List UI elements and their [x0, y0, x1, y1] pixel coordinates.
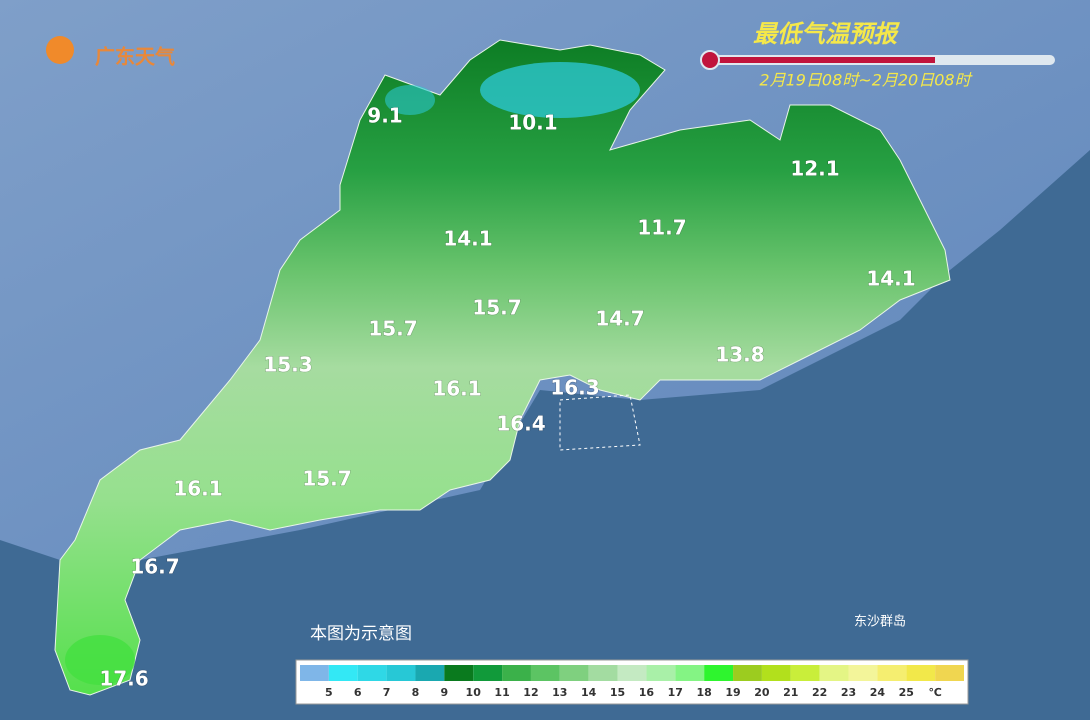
- temperature-label: 11.7: [637, 216, 686, 240]
- legend-swatch: [559, 665, 589, 681]
- temperature-label: 12.1: [790, 157, 839, 181]
- legend-swatch: [877, 665, 907, 681]
- legend-swatch: [646, 665, 676, 681]
- thermometer-bulb: [700, 50, 720, 70]
- legend: 5 6 7 8 9 10 11 12 13 14 15 16 17 18 19 20 21 22 23 24 25 ℃: [300, 665, 964, 699]
- temperature-labels: 9.1 10.1 12.1 14.1 11.7 14.1 15.7 14.7 15.7 15.3 1…: [99, 103, 916, 691]
- island-label: 东沙群岛: [854, 614, 906, 630]
- legend-swatch: [848, 665, 878, 681]
- legend-label: 11: [494, 686, 509, 699]
- temperature-label: 15.7: [472, 296, 521, 320]
- legend-swatch: [675, 665, 705, 681]
- legend-label: 21: [783, 686, 798, 699]
- legend-label: 6: [354, 686, 362, 699]
- temperature-label: 14.1: [443, 227, 492, 251]
- legend-label: 14: [581, 686, 597, 699]
- legend-swatch: [357, 665, 387, 681]
- legend-label: 22: [812, 686, 827, 699]
- legend-swatch: [502, 665, 531, 681]
- legend-label: 18: [697, 686, 712, 699]
- legend-label: 9: [441, 686, 449, 699]
- legend-label: 15: [610, 686, 625, 699]
- temperature-label: 15.7: [302, 467, 351, 491]
- temperature-label: 14.1: [866, 267, 915, 291]
- temperature-label: 15.3: [263, 353, 312, 377]
- legend-label: 12: [523, 686, 538, 699]
- legend-swatch: [617, 665, 647, 681]
- legend-swatch: [386, 665, 416, 681]
- legend-label: 10: [466, 686, 482, 699]
- subtitle: 2月19日08时~2月20日08时: [759, 71, 972, 90]
- logo-text: 广东天气: [95, 45, 175, 69]
- legend-label: 7: [383, 686, 391, 699]
- legend-label: 16: [639, 686, 655, 699]
- hk-box: [559, 394, 641, 451]
- temperature-label: 15.7: [368, 317, 417, 341]
- legend-label: 5: [325, 686, 333, 699]
- temperature-label: 16.4: [496, 412, 545, 436]
- legend-swatch: [444, 665, 474, 681]
- legend-swatch: [935, 665, 964, 681]
- legend-swatch: [761, 665, 791, 681]
- legend-swatch: [530, 665, 560, 681]
- legend-swatch: [704, 665, 734, 681]
- legend-label: 8: [412, 686, 420, 699]
- legend-label: 23: [841, 686, 856, 699]
- legend-swatch: [300, 665, 329, 681]
- title: 最低气温预报: [753, 20, 900, 48]
- temperature-label: 16.1: [432, 377, 481, 401]
- temperature-label: 17.6: [99, 667, 148, 691]
- temperature-label: 16.7: [130, 555, 179, 579]
- legend-label: 24: [870, 686, 886, 699]
- temperature-label: 16.3: [550, 376, 599, 400]
- legend-swatch: [733, 665, 762, 681]
- temperature-label: 10.1: [508, 111, 557, 135]
- temperature-label: 14.7: [595, 307, 644, 331]
- cold-area: [385, 85, 435, 115]
- guangdong: [54, 39, 951, 696]
- legend-unit: ℃: [928, 686, 941, 699]
- legend-swatch: [415, 665, 445, 681]
- legend-swatch: [473, 665, 503, 681]
- cold-area: [480, 62, 640, 118]
- legend-label: 19: [725, 686, 740, 699]
- legend-label: 20: [754, 686, 770, 699]
- legend-swatch: [790, 665, 820, 681]
- temperature-label: 9.1: [367, 104, 402, 128]
- note: 本图为示意图: [310, 624, 412, 644]
- legend-swatch: [819, 665, 849, 681]
- logo-icon: [46, 36, 74, 64]
- legend-label: 17: [668, 686, 683, 699]
- legend-swatch: [328, 665, 358, 681]
- temperature-label: 16.1: [173, 477, 222, 501]
- temperature-label: 13.8: [715, 343, 764, 367]
- legend-swatch: [588, 665, 618, 681]
- legend-swatch: [906, 665, 936, 681]
- legend-label: 13: [552, 686, 567, 699]
- warm-area: [65, 635, 135, 685]
- legend-label: 25: [899, 686, 914, 699]
